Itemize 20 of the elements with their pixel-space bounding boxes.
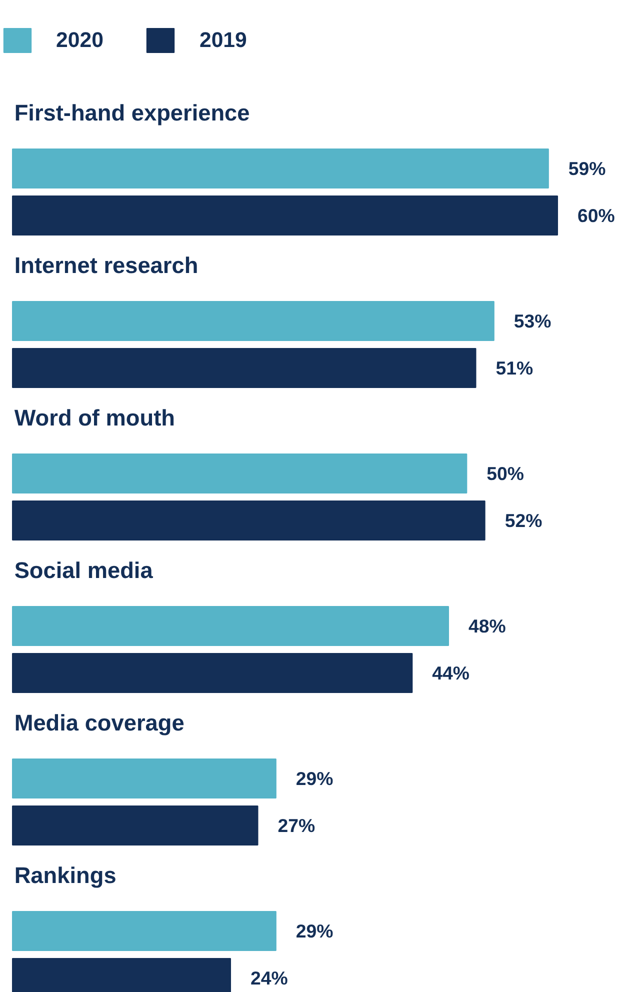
- y-tick-label: Word of mouth: [14, 404, 175, 430]
- data-label: 51%: [496, 358, 534, 378]
- legend-label: 2019: [199, 28, 247, 52]
- data-label: 53%: [514, 310, 552, 332]
- y-tick-label: Social media: [14, 557, 154, 583]
- data-label: 44%: [432, 662, 470, 684]
- data-label: 59%: [568, 158, 606, 179]
- data-label: 24%: [250, 968, 288, 988]
- y-tick-label: Internet research: [14, 252, 198, 278]
- data-label: 60%: [578, 205, 616, 226]
- data-label: 27%: [278, 815, 316, 836]
- data-label: 52%: [504, 510, 543, 531]
- y-tick-label: Rankings: [14, 862, 116, 888]
- data-label: 29%: [296, 768, 334, 789]
- y-tick-label: Media coverage: [14, 710, 184, 736]
- legend-label: 2020: [56, 28, 104, 52]
- data-label: 29%: [296, 920, 334, 942]
- data-label: 48%: [468, 616, 506, 636]
- y-tick-label: First-hand experience: [14, 100, 250, 126]
- data-label: 50%: [486, 463, 524, 484]
